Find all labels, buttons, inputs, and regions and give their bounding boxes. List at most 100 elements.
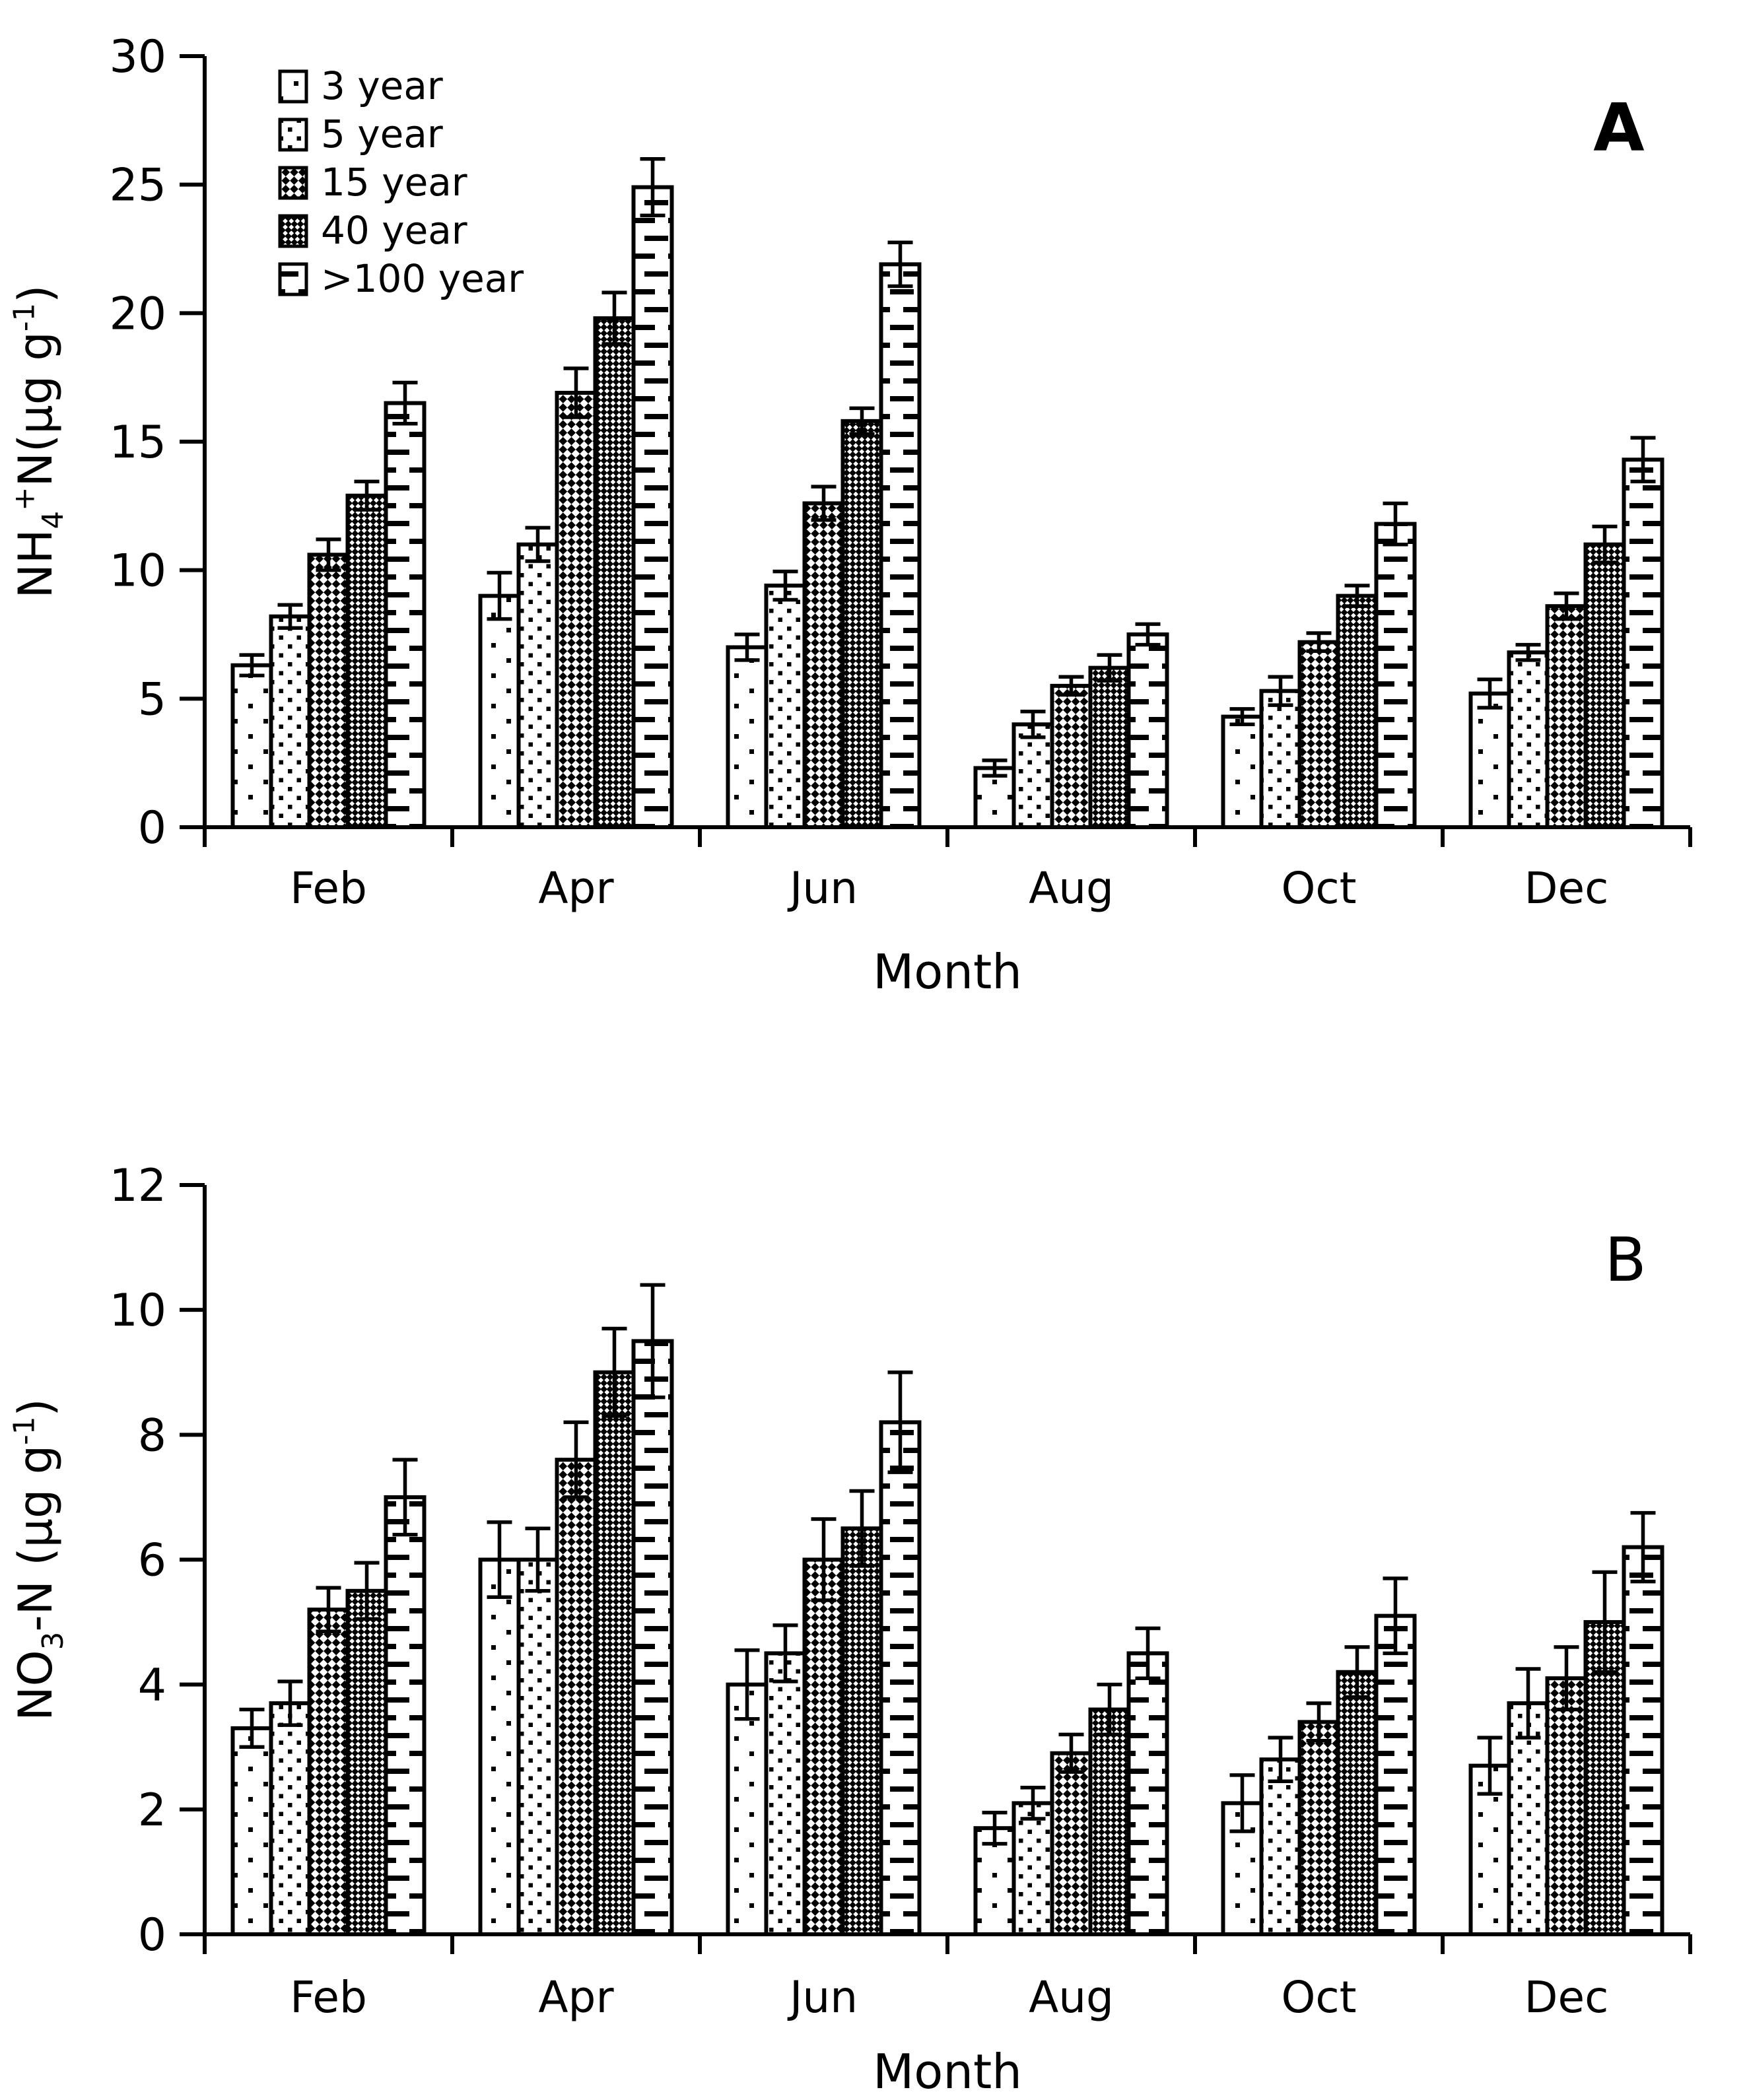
y-tick-label: 8 [138, 1409, 166, 1462]
bar-15year-Feb [307, 553, 350, 829]
bar-15year-Aug [1050, 683, 1093, 830]
bar-5year-Jun [764, 584, 807, 829]
legend-item-label: 5 year [321, 112, 443, 156]
bar-5year-Apr [516, 542, 559, 829]
bar-5year-Dec [1507, 1701, 1550, 1937]
error-bar [601, 1326, 627, 1418]
error-bar [849, 1489, 875, 1568]
bar-40year-Jun [840, 419, 883, 829]
error-bar [1268, 675, 1293, 707]
error-bar [487, 1520, 512, 1599]
bar-15year-Oct [1297, 1720, 1340, 1937]
bar-40year-Jun [840, 1526, 883, 1936]
panel-label-B: B [1604, 1225, 1646, 1295]
bar-40year-Feb [345, 1588, 388, 1937]
error-bar [1554, 591, 1579, 621]
x-tick-label: Jun [787, 1972, 858, 2023]
error-bar [1592, 524, 1618, 564]
legend-item-100year: >100 year [278, 256, 524, 301]
bar-3year-Apr [478, 593, 521, 829]
bar-5year-Feb [269, 614, 312, 829]
error-bar [1383, 1576, 1408, 1656]
bar-15year-Apr [555, 1458, 598, 1937]
error-bar [1097, 1682, 1122, 1737]
panel-label-A: A [1593, 89, 1644, 166]
legend-item-label: 15 year [321, 160, 467, 205]
bar-5year-Apr [516, 1557, 559, 1936]
bar-100year-Aug [1126, 1651, 1169, 1936]
y-tick-label: 25 [109, 160, 166, 212]
bar-3year-Apr [478, 1557, 521, 1936]
bar-5year-Dec [1507, 650, 1550, 830]
error-bar [601, 290, 627, 346]
bar-5year-Aug [1011, 722, 1054, 830]
bar-5year-Oct [1259, 1757, 1302, 1937]
x-tick-label: Apr [538, 863, 614, 914]
error-bar [1306, 1701, 1332, 1743]
bar-40year-Apr [593, 316, 636, 829]
error-bar [1229, 707, 1255, 727]
x-tick-label: Aug [1029, 1972, 1114, 2023]
bar-100year-Jun [879, 262, 922, 829]
error-bar [1383, 501, 1408, 547]
bar-3year-Dec [1468, 691, 1511, 829]
bar-15year-Dec [1545, 604, 1588, 829]
error-bar [1097, 653, 1122, 683]
y-tick-label: 4 [138, 1660, 166, 1712]
bar-100year-Dec [1622, 457, 1664, 829]
error-bar [1020, 1785, 1046, 1821]
x-tick-label: Feb [290, 1972, 367, 2023]
bar-5year-Jun [764, 1651, 807, 1936]
y-axis-title: NH4+N(µg g-1) [8, 285, 69, 599]
error-bar [811, 1517, 837, 1602]
bar-3year-Feb [230, 663, 273, 829]
legend-swatch-icon [278, 166, 308, 200]
bar-5year-Aug [1011, 1801, 1054, 1936]
x-tick-label: Feb [290, 863, 367, 914]
error-bar [354, 479, 380, 512]
error-bar [525, 1526, 551, 1593]
bar-40year-Apr [593, 1370, 636, 1936]
error-bar [525, 525, 551, 563]
bar-40year-Dec [1583, 1620, 1626, 1936]
error-bar [734, 632, 760, 662]
bar-40year-Dec [1583, 542, 1626, 829]
bar-40year-Oct [1336, 593, 1379, 829]
bar-100year-Apr [631, 185, 674, 829]
error-bar [316, 1586, 341, 1634]
error-bar [887, 240, 913, 288]
error-bar [1554, 1645, 1579, 1712]
panel-A: 0 5 10 15 20 25 30 Feb Apr Jun Aug Oct Dec Month NH4+N… [8, 31, 1692, 999]
bar-5year-Oct [1259, 689, 1302, 829]
bar-15year-Apr [555, 391, 598, 829]
error-bar [1344, 584, 1370, 608]
error-bar [239, 1707, 265, 1749]
error-bar [563, 366, 589, 419]
error-bar [1229, 1773, 1255, 1833]
x-tick-label: Aug [1029, 863, 1114, 914]
bar-15year-Dec [1545, 1676, 1588, 1936]
error-bar [1477, 1736, 1503, 1796]
bar-100year-Oct [1374, 522, 1417, 829]
y-tick-label: 30 [109, 31, 166, 83]
legend-item-label: 40 year [321, 208, 467, 253]
bar-3year-Feb [230, 1726, 273, 1936]
bar-100year-Jun [879, 1420, 922, 1937]
y-tick-label: 2 [138, 1784, 166, 1837]
error-bar [1135, 1626, 1161, 1680]
legend-item-15year: 15 year [278, 160, 467, 205]
error-bar [772, 1623, 798, 1683]
legend-item-3year: 3 year [278, 63, 443, 108]
error-bar [392, 380, 418, 426]
y-tick-label: 20 [109, 288, 166, 340]
y-tick-label: 0 [138, 802, 166, 854]
bar-15year-Jun [802, 1557, 845, 1936]
error-bar [734, 1648, 760, 1721]
panel-B: 0 2 4 6 8 10 12 Feb Apr Jun Aug Oct Dec Month NO3-N (µ… [8, 1160, 1692, 2099]
error-bar [982, 759, 1008, 778]
bar-100year-Feb [384, 401, 427, 829]
error-bar [1515, 1667, 1541, 1740]
error-bar [1630, 1510, 1656, 1584]
bar-3year-Jun [726, 1682, 769, 1937]
